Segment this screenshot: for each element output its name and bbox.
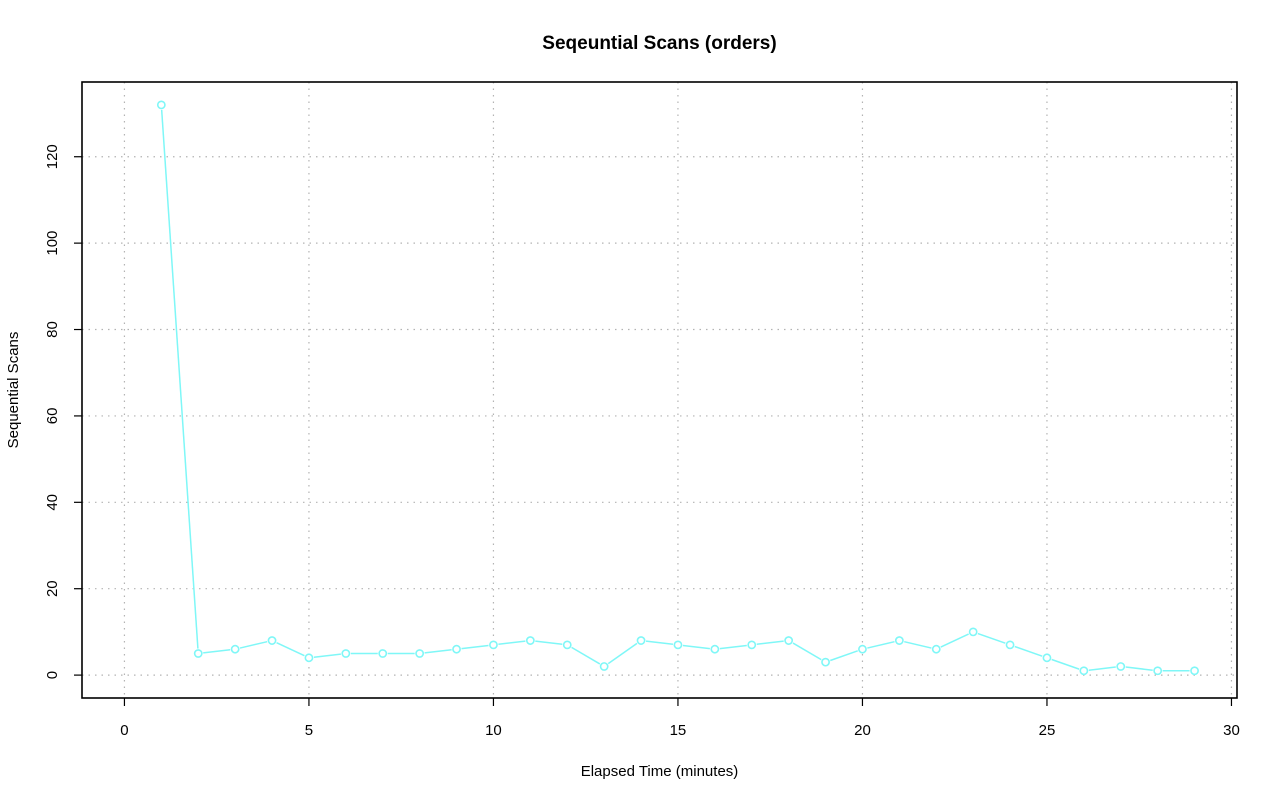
series-segment [607,642,638,665]
series-segment [313,653,341,658]
data-point [821,657,830,667]
x-tick-label: 20 [854,722,871,739]
data-point [968,627,978,637]
data-point [747,640,757,650]
series-segment [239,640,268,649]
y-tick-label: 80 [44,321,61,338]
y-tick-label: 120 [44,144,61,169]
data-point [562,640,572,650]
y-tick-label: 40 [44,494,61,511]
series-segment [203,649,231,654]
data-point [489,640,498,650]
series-segment [1125,666,1153,671]
data-point [1005,640,1015,650]
data-point [525,636,535,645]
series-layer [156,100,1199,676]
y-tick-label: 100 [44,231,61,256]
series-segment [535,640,563,646]
x-tick-label: 0 [120,722,128,739]
data-point [1116,662,1126,671]
series-segment [977,632,1006,644]
series-segment [461,644,489,650]
series-segment [904,640,932,649]
series-segment [830,650,858,662]
y-axis-label: Sequential Scans [5,332,22,449]
x-tick-label: 10 [485,722,502,739]
data-point [673,640,683,650]
series-segment [571,646,601,665]
data-point [415,649,425,658]
data-point [193,649,203,658]
data-point [858,644,867,654]
y-axis: 0 20 40 60 80 100 120 [44,144,82,679]
data-point [341,649,351,658]
series-segment [276,641,305,657]
x-axis-label: Elapsed Time (minutes) [581,763,739,780]
data-point [599,662,609,671]
x-tick-label: 30 [1223,722,1240,739]
series-segment [498,640,526,646]
data-point [1190,666,1199,676]
series-segment [160,109,199,649]
series-segment [792,642,822,661]
series-segment [940,633,969,648]
chart-title: Seqeuntial Scans (orders) [542,33,776,54]
y-tick-label: 0 [44,671,61,679]
series-segment [682,644,710,650]
data-point [931,644,941,654]
series-segment [1088,666,1116,671]
data-point [1042,653,1052,663]
plot-frame [81,81,1238,699]
data-point [230,644,240,654]
data-point [1153,666,1163,676]
data-point [636,636,646,645]
data-point [784,636,794,645]
series-segment [1051,658,1080,670]
x-tick-label: 25 [1039,722,1056,739]
series-segment [719,644,747,650]
data-point [710,644,720,654]
y-tick-label: 20 [44,580,61,597]
x-tick-label: 5 [305,722,313,739]
series-segment [756,640,784,646]
data-point [267,636,277,645]
grid [82,82,1237,698]
data-point [1079,666,1089,676]
x-tick-label: 15 [670,722,687,739]
data-point [304,653,314,663]
series-segment [424,649,452,654]
data-point [894,636,904,645]
series-segment [867,640,895,649]
y-tick-label: 60 [44,408,61,425]
series-segment [645,640,674,646]
data-point [452,644,461,654]
x-axis: 0 5 10 15 20 25 30 [120,698,1240,739]
data-point [378,649,388,658]
data-point [156,100,166,110]
series-segment [1014,645,1043,657]
